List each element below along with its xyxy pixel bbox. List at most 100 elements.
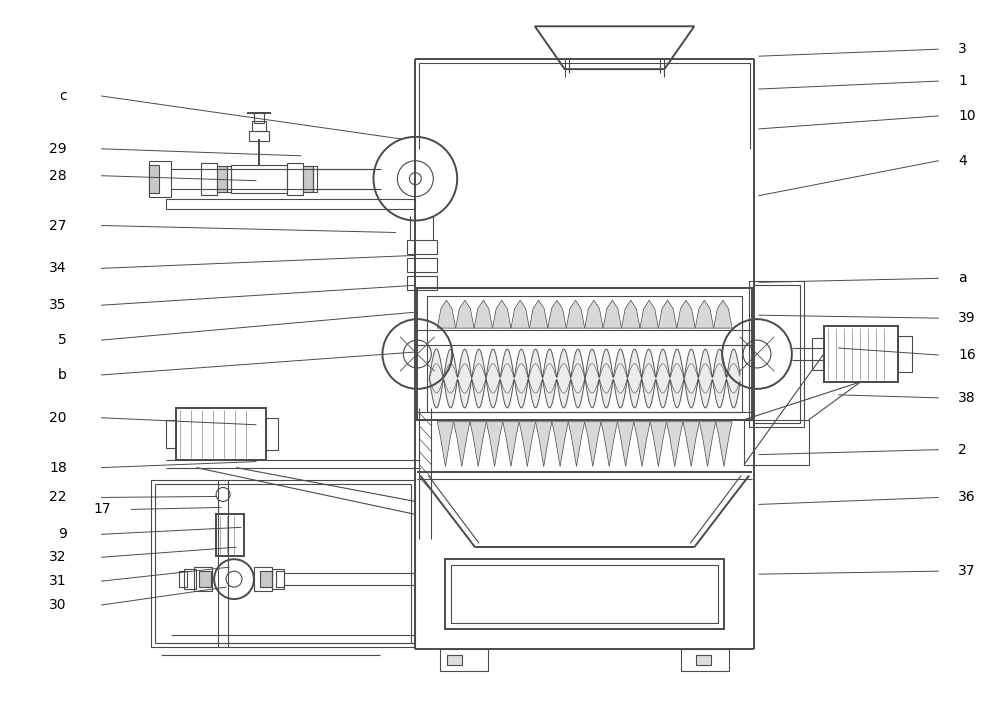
Polygon shape [667, 422, 683, 467]
Bar [898, 336, 912, 372]
Bar [812, 338, 824, 370]
Polygon shape [474, 300, 493, 328]
Text: b: b [58, 368, 67, 382]
Bar [260, 571, 272, 587]
Bar [231, 165, 287, 193]
Polygon shape [536, 422, 552, 467]
Bar [254, 113, 264, 123]
Polygon shape [699, 422, 716, 467]
Bar [313, 165, 317, 192]
Polygon shape [529, 300, 548, 328]
Polygon shape [566, 300, 585, 328]
Bar [176, 408, 266, 460]
Polygon shape [695, 300, 714, 328]
Bar [151, 480, 415, 647]
Bar [407, 276, 437, 290]
Text: 34: 34 [49, 261, 67, 276]
Text: 10: 10 [958, 109, 976, 123]
Text: 31: 31 [49, 574, 67, 588]
Bar [249, 131, 269, 141]
Bar [252, 121, 266, 131]
Polygon shape [658, 300, 677, 328]
Bar [445, 559, 724, 629]
Polygon shape [601, 422, 617, 467]
Bar [287, 163, 303, 195]
Bar [166, 420, 176, 448]
Bar [303, 165, 313, 192]
Bar [194, 567, 212, 591]
Bar [681, 649, 729, 671]
Polygon shape [716, 422, 732, 467]
Text: 4: 4 [958, 154, 967, 168]
Bar [179, 571, 187, 587]
Text: 22: 22 [49, 490, 67, 505]
Polygon shape [585, 300, 603, 328]
Polygon shape [568, 422, 585, 467]
Text: c: c [59, 89, 67, 103]
Text: 32: 32 [49, 550, 67, 564]
Text: 18: 18 [49, 460, 67, 475]
Text: 20: 20 [49, 411, 67, 425]
Bar [266, 417, 278, 450]
Text: 30: 30 [49, 598, 67, 612]
Polygon shape [677, 300, 695, 328]
Bar [199, 571, 211, 587]
Bar [254, 567, 272, 591]
Bar [155, 483, 411, 643]
Polygon shape [437, 422, 454, 467]
Bar [407, 241, 437, 254]
Polygon shape [456, 300, 474, 328]
Polygon shape [470, 422, 486, 467]
Text: 3: 3 [958, 42, 967, 56]
Bar [417, 289, 752, 420]
Bar [824, 326, 898, 382]
Bar [149, 165, 159, 193]
Text: 2: 2 [958, 442, 967, 457]
Polygon shape [622, 300, 640, 328]
Text: 28: 28 [49, 169, 67, 183]
Bar [744, 420, 809, 465]
Bar [440, 649, 488, 671]
Bar [753, 285, 800, 422]
Polygon shape [493, 300, 511, 328]
Bar [427, 296, 742, 412]
Text: 1: 1 [958, 74, 967, 88]
Polygon shape [437, 300, 456, 328]
Text: 36: 36 [958, 490, 976, 505]
Bar [217, 165, 227, 192]
Polygon shape [552, 422, 568, 467]
Polygon shape [511, 300, 529, 328]
Text: 27: 27 [49, 218, 67, 233]
Text: 9: 9 [58, 527, 67, 541]
Bar [216, 514, 244, 556]
Text: 39: 39 [958, 311, 976, 325]
Bar [166, 198, 415, 208]
Bar [149, 161, 171, 197]
Text: 16: 16 [958, 348, 976, 362]
Polygon shape [486, 422, 503, 467]
Polygon shape [548, 300, 566, 328]
Text: 29: 29 [49, 142, 67, 156]
Polygon shape [650, 422, 667, 467]
Polygon shape [640, 300, 658, 328]
Text: 5: 5 [58, 333, 67, 347]
Bar [451, 565, 718, 623]
Bar [184, 569, 196, 589]
Polygon shape [503, 422, 519, 467]
Bar [696, 655, 711, 664]
Text: 37: 37 [958, 564, 976, 578]
Text: 17: 17 [94, 503, 112, 516]
Bar [407, 258, 437, 272]
Bar [201, 163, 217, 195]
Polygon shape [714, 300, 732, 328]
Text: a: a [958, 271, 967, 285]
Bar [749, 281, 804, 427]
Polygon shape [683, 422, 699, 467]
Bar [227, 165, 231, 192]
Text: 35: 35 [49, 298, 67, 312]
Polygon shape [585, 422, 601, 467]
Polygon shape [454, 422, 470, 467]
Polygon shape [634, 422, 650, 467]
Polygon shape [617, 422, 634, 467]
Bar [272, 569, 284, 589]
